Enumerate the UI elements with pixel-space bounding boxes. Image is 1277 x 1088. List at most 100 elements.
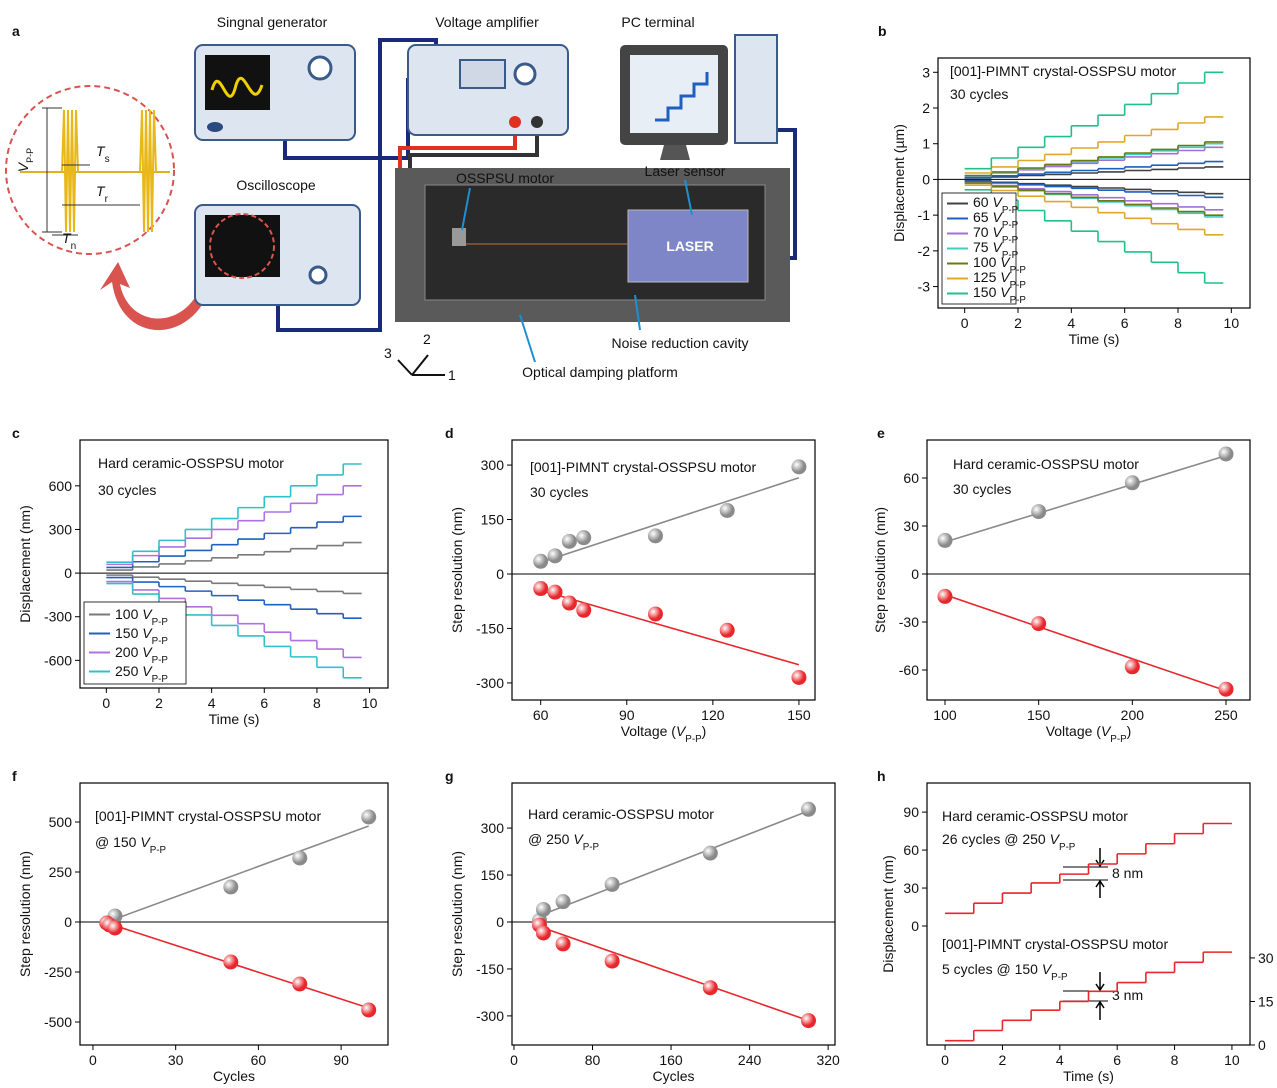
y-axis-label: Displacement (µm) <box>891 124 907 242</box>
y-axis-label: Step resolution (nm) <box>449 507 465 633</box>
legend-label: 250 VP-P <box>115 663 168 685</box>
arrow <box>1095 972 1105 1020</box>
point <box>719 622 735 638</box>
symbol: T <box>96 143 106 159</box>
waveform-label: Ts <box>96 143 110 165</box>
legend-label: 65 VP-P <box>973 209 1019 231</box>
legend-label-part: V <box>992 224 1003 240</box>
legend-label: 75 VP-P <box>973 239 1019 261</box>
annotation: 26 cycles @ 250 VP-P <box>942 831 1076 853</box>
x-tick-label: 4 <box>1067 315 1075 331</box>
point <box>555 894 571 910</box>
pointer <box>519 314 536 363</box>
label: Singnal generator <box>217 14 328 30</box>
y-tick-label: 0 <box>922 171 930 187</box>
burst <box>61 109 79 233</box>
y-tick-label: 60 <box>903 470 919 486</box>
y-tick-label: 300 <box>481 820 505 836</box>
legend-box <box>83 601 187 685</box>
legend-label-part: P-P <box>1002 235 1019 246</box>
button <box>207 122 223 132</box>
y-tick-label: 0 <box>496 914 504 930</box>
axis-label: 2 <box>423 331 431 347</box>
legend-label-part: P-P <box>1010 265 1027 276</box>
y-tick-label: -2 <box>918 243 931 259</box>
y-tick-label: 150 <box>481 867 505 883</box>
x-tick-label: 10 <box>1224 315 1240 331</box>
y-tick-label: 30 <box>903 880 919 896</box>
panel-letter: h <box>877 768 886 784</box>
x-tick-label: 60 <box>533 707 549 723</box>
fit-line <box>540 477 800 564</box>
y-axis-label: Step resolution (nm) <box>17 851 33 977</box>
point <box>791 459 807 475</box>
pointer <box>461 187 471 231</box>
panel-letter: f <box>12 768 17 784</box>
waveform-label: Tr <box>96 183 109 205</box>
point <box>223 954 239 970</box>
y-tick-label: 150 <box>481 512 505 528</box>
point <box>647 606 663 622</box>
arrow <box>1095 848 1105 898</box>
plot-frame <box>511 439 816 701</box>
y-tick-label: 300 <box>49 521 73 537</box>
display <box>459 59 506 89</box>
arrow <box>100 262 205 331</box>
point <box>535 925 551 941</box>
legend-label-part: P-P <box>152 674 169 685</box>
label: Noise reduction cavity <box>612 335 749 351</box>
x-axis-label-part: P-P <box>685 734 702 745</box>
x-axis-label-part: ) <box>702 723 707 739</box>
legend-label: 60 VP-P <box>973 194 1019 216</box>
motor <box>452 228 466 246</box>
y-tick-label: -3 <box>918 279 931 295</box>
pointer <box>684 179 693 216</box>
x-tick-label: 250 <box>1214 707 1238 723</box>
legend-label-part: P-P <box>1002 220 1019 231</box>
highlight <box>209 213 275 279</box>
annotation-part: @ 250 <box>528 831 573 847</box>
x-tick-label: 30 <box>168 1052 184 1068</box>
x-tick-label: 6 <box>260 695 268 711</box>
x-tick-label: 200 <box>1121 707 1145 723</box>
monitor-screen <box>630 55 718 133</box>
annotation: [001]-PIMNT crystal-OSSPSU motor <box>942 936 1168 952</box>
y-tick-label: -1 <box>918 207 931 223</box>
point <box>107 920 123 936</box>
legend-label-part: V <box>992 194 1003 210</box>
y-axis-label: Displacement (nm) <box>880 855 896 972</box>
label: LASER <box>666 238 713 254</box>
y-tick-label: 300 <box>481 457 505 473</box>
legend-label-part: V <box>142 644 153 660</box>
legend-label-part: 70 <box>973 224 992 240</box>
x-tick-label: 160 <box>659 1052 683 1068</box>
point <box>1124 475 1140 491</box>
annotation: @ 250 VP-P <box>528 831 600 853</box>
annotation: 30 cycles <box>98 482 156 498</box>
legend-label-part: V <box>1000 284 1011 300</box>
symbol: T <box>96 183 106 199</box>
x-tick-label: 4 <box>1056 1052 1064 1068</box>
annotation: 8 nm <box>1112 865 1143 881</box>
legend-label: 125 VP-P <box>973 269 1026 291</box>
annotation: [001]-PIMNT crystal-OSSPSU motor <box>95 808 321 824</box>
annotation-part: 26 cycles @ 250 <box>942 831 1050 847</box>
inset-circle <box>5 85 175 255</box>
x-axis-label-part: Voltage ( <box>621 723 677 739</box>
legend-label: 150 VP-P <box>973 284 1026 306</box>
plot-frame <box>926 782 1251 1046</box>
subscript: r <box>105 194 109 205</box>
x-tick-label: 0 <box>89 1052 97 1068</box>
point <box>604 953 620 969</box>
annotation: @ 150 VP-P <box>95 834 167 856</box>
plot-frame <box>511 782 836 1046</box>
y2-tick-label: 30 <box>1258 950 1274 966</box>
annotation: Hard ceramic-OSSPSU motor <box>953 456 1139 472</box>
x-tick-label: 0 <box>102 695 110 711</box>
x-axis-label: Time (s) <box>1063 1068 1114 1084</box>
label: Voltage amplifier <box>435 14 539 30</box>
legend-label-part: V <box>992 239 1003 255</box>
point <box>1031 616 1047 632</box>
x-tick-label: 10 <box>1224 1052 1240 1068</box>
annotation: 5 cycles @ 150 VP-P <box>942 961 1068 983</box>
